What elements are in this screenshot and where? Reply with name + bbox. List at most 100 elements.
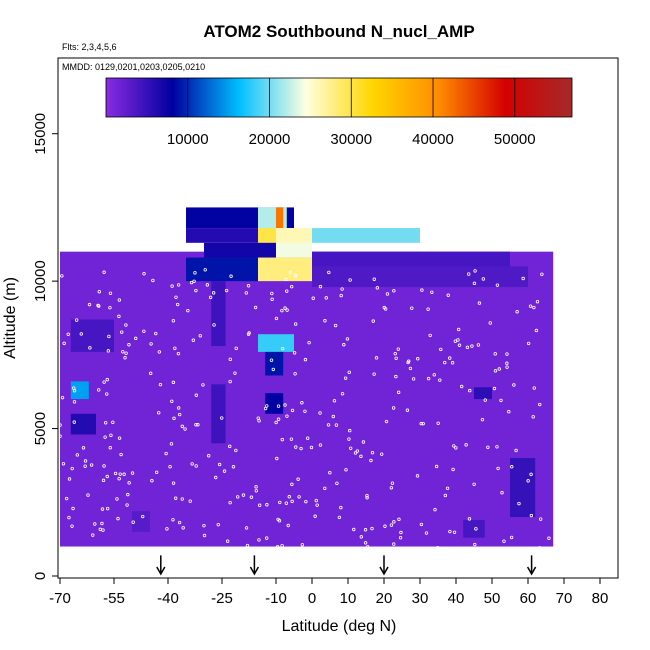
track-point [385, 292, 390, 296]
track-point [299, 446, 303, 451]
track-point [488, 321, 492, 325]
track-point [534, 568, 538, 573]
track-point [66, 332, 70, 336]
track-point [301, 555, 306, 559]
track-point [169, 442, 174, 446]
track-point [495, 445, 499, 449]
track-point [201, 383, 205, 387]
track-point [190, 462, 194, 466]
chart-title: ATOM2 Southbound N_nucl_AMP [203, 22, 474, 41]
track-point [327, 270, 331, 275]
track-point [222, 469, 227, 473]
track-point [432, 373, 436, 377]
track-point [408, 366, 413, 371]
track-point [318, 411, 322, 415]
dates-label: MMDD: 0129,0201,0203,0205,0210 [62, 62, 205, 72]
track-point [290, 284, 294, 289]
track-point [517, 501, 521, 506]
track-point [398, 536, 403, 540]
track-point [241, 493, 246, 497]
track-point [172, 416, 176, 421]
x-tick-label: 40 [448, 590, 465, 607]
heatmap-cell [186, 228, 258, 243]
track-point [372, 372, 376, 376]
heatmap-cell [186, 257, 258, 282]
track-point [134, 336, 138, 341]
track-point [278, 500, 282, 505]
track-point [284, 570, 288, 574]
track-point [265, 503, 269, 507]
track-point [424, 531, 429, 535]
track-point [70, 466, 74, 471]
track-point [108, 291, 113, 295]
track-point [174, 295, 178, 300]
track-point [541, 569, 545, 574]
heatmap [60, 207, 554, 547]
track-point [326, 423, 331, 427]
track-point [64, 496, 69, 501]
track-point [532, 305, 536, 310]
track-point [151, 278, 155, 283]
heatmap-cell [211, 384, 226, 444]
track-point [515, 310, 519, 314]
track-point [365, 494, 369, 498]
track-point [193, 271, 197, 275]
track-point [420, 288, 424, 292]
x-tick-label: 70 [556, 590, 573, 607]
track-point [280, 308, 284, 313]
track-point [117, 298, 122, 302]
track-point [521, 276, 525, 281]
track-point [186, 308, 190, 313]
track-point [472, 482, 476, 486]
track-point [528, 304, 533, 308]
track-point [304, 499, 308, 504]
track-point [343, 376, 348, 380]
track-point [538, 517, 543, 521]
track-point [532, 386, 536, 390]
track-point [477, 301, 482, 305]
track-point [265, 404, 269, 408]
track-point [274, 420, 278, 425]
track-point [410, 306, 414, 310]
track-point [421, 421, 425, 426]
track-point [456, 327, 461, 332]
track-point [72, 420, 76, 424]
track-point [250, 561, 255, 566]
track-point [217, 462, 222, 467]
track-point [459, 384, 464, 389]
track-point [290, 499, 294, 504]
track-point [430, 290, 434, 294]
track-point [194, 393, 198, 397]
track-point [171, 518, 175, 522]
track-point [323, 486, 327, 491]
x-tick-label: 50 [484, 590, 501, 607]
track-point [426, 307, 430, 311]
track-point [454, 446, 458, 450]
track-point [545, 566, 549, 571]
track-point [352, 527, 356, 532]
track-point [192, 279, 196, 284]
track-point [467, 517, 472, 521]
y-tick-label: 15000 [32, 113, 49, 155]
track-point [203, 268, 207, 272]
track-point [158, 382, 163, 387]
y-axis-label: Altitude (m) [2, 277, 19, 359]
heatmap-cell [276, 207, 284, 229]
track-point [270, 291, 274, 296]
track-point [276, 417, 281, 421]
track-point [140, 570, 145, 574]
flight-arrowhead [379, 566, 389, 576]
track-point [443, 360, 447, 365]
track-point [145, 556, 149, 560]
track-point [196, 423, 200, 427]
track-point [467, 272, 471, 276]
track-point [150, 479, 154, 483]
track-point [111, 420, 115, 424]
track-point [512, 383, 516, 387]
track-point [79, 332, 83, 336]
track-point [276, 517, 280, 522]
track-point [177, 520, 182, 525]
track-point [480, 417, 485, 422]
track-point [428, 333, 432, 338]
track-point [108, 305, 112, 310]
